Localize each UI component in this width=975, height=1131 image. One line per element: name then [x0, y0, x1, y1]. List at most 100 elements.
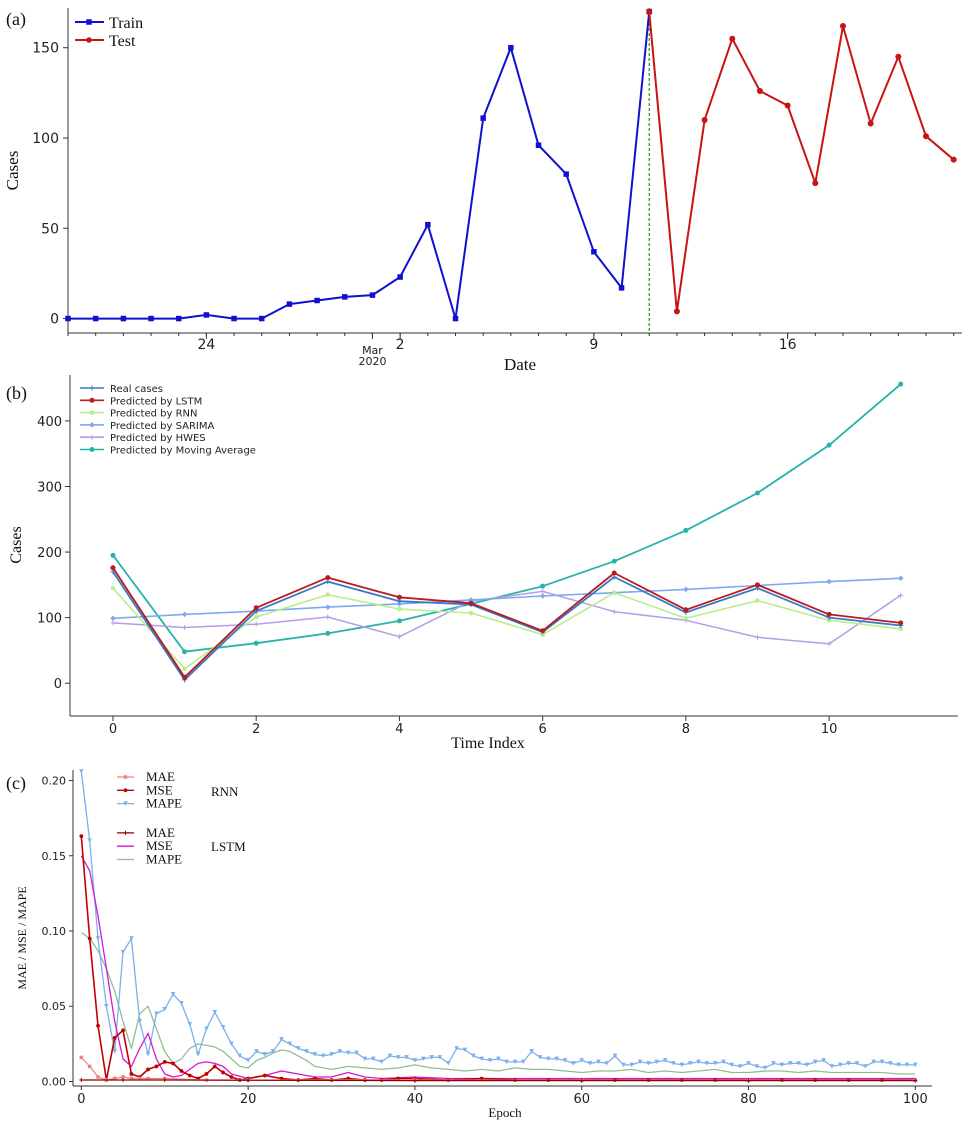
data-point	[546, 1056, 551, 1062]
data-point	[838, 1062, 843, 1068]
data-point	[220, 1025, 226, 1030]
legend-label-train: Train	[109, 15, 143, 32]
data-point	[182, 624, 188, 630]
data-point	[898, 626, 903, 632]
data-point	[112, 1049, 117, 1054]
data-point	[612, 590, 617, 595]
data-point	[320, 1053, 326, 1059]
y-tick-label: 100	[32, 131, 59, 147]
data-point	[96, 1023, 100, 1028]
data-point-test	[923, 133, 930, 140]
data-point-train	[369, 292, 376, 298]
x-tick-label: 9	[589, 337, 598, 353]
data-point	[325, 592, 331, 597]
data-point	[110, 585, 116, 591]
data-point	[604, 1061, 609, 1066]
data-point	[204, 1026, 209, 1032]
data-point	[79, 1077, 84, 1082]
data-point	[696, 1059, 701, 1065]
data-point	[754, 1064, 760, 1069]
data-point	[112, 1076, 117, 1081]
data-point-train	[508, 44, 514, 51]
data-point	[737, 1064, 743, 1069]
data-point-test	[673, 308, 680, 315]
data-point	[104, 1003, 109, 1009]
data-point	[721, 1059, 726, 1065]
data-point	[611, 570, 617, 576]
data-point	[712, 1061, 718, 1066]
series-line-lstm-mape	[80, 931, 916, 1075]
x-tick-label: 0	[77, 1092, 85, 1107]
data-point	[187, 1022, 193, 1027]
x-tick-label: 16	[779, 337, 797, 353]
legend-label: Predicted by HWES	[110, 433, 206, 444]
data-point	[245, 1058, 251, 1063]
data-point	[437, 1055, 443, 1060]
x-tick-label: 8	[682, 722, 690, 737]
data-point-train	[480, 115, 486, 121]
data-point-train	[120, 315, 127, 322]
legend-label: Predicted by SARIMA	[110, 421, 214, 432]
data-point	[846, 1061, 851, 1066]
data-point-train	[231, 315, 237, 322]
data-point	[754, 582, 760, 588]
legend-label: Predicted by RNN	[110, 409, 197, 420]
data-point	[629, 1062, 635, 1068]
series-line-rnn-mse	[80, 836, 916, 1081]
data-point	[253, 614, 259, 620]
data-point	[254, 1049, 259, 1054]
data-point	[796, 1061, 801, 1066]
data-point	[540, 583, 546, 589]
legend-marker	[89, 397, 95, 403]
legend-label: Real cases	[110, 384, 163, 395]
data-point	[237, 1053, 243, 1059]
y-tick-label: 50	[41, 221, 59, 237]
data-point	[812, 1059, 818, 1065]
data-point	[496, 1056, 501, 1062]
data-point	[611, 558, 617, 564]
x-tick-label: 2	[396, 337, 405, 353]
data-point	[540, 632, 545, 637]
data-point	[312, 1052, 318, 1057]
data-point	[162, 1077, 167, 1082]
data-point	[612, 1053, 618, 1059]
data-point	[182, 649, 188, 655]
data-point-train	[452, 315, 459, 322]
legend-label: Predicted by LSTM	[110, 396, 202, 407]
data-point	[396, 634, 402, 640]
data-point	[529, 1049, 534, 1054]
data-point	[826, 641, 832, 647]
data-point	[646, 1061, 651, 1066]
x-axis-label: Epoch	[488, 1105, 522, 1120]
data-point-train	[563, 171, 569, 177]
data-point	[87, 1064, 92, 1069]
data-point	[246, 1078, 251, 1083]
data-point	[229, 1041, 234, 1047]
data-point	[129, 1072, 134, 1076]
data-point	[325, 604, 331, 610]
data-point-train	[92, 315, 99, 322]
data-point	[540, 628, 546, 634]
data-point	[829, 1064, 835, 1069]
data-point	[325, 630, 331, 636]
data-point	[396, 1055, 401, 1060]
data-point	[468, 600, 474, 606]
y-axis-label: MAE / MSE / MAPE	[15, 886, 29, 989]
data-point	[679, 1062, 685, 1068]
data-point	[854, 1061, 860, 1066]
y-tick-label: 100	[37, 612, 62, 627]
series-line-lstm-mae	[81, 1079, 916, 1082]
legend-marker	[89, 422, 95, 428]
data-point	[687, 1061, 693, 1066]
x-tick-label: 24	[197, 337, 215, 353]
legend-marker	[89, 410, 95, 415]
y-tick-label: 300	[37, 480, 62, 495]
x-axis-label: Time Index	[451, 735, 525, 752]
data-point	[187, 1073, 192, 1078]
data-point	[611, 609, 617, 615]
data-point	[462, 1047, 468, 1053]
data-point	[110, 552, 116, 558]
data-point	[253, 640, 259, 646]
series-line-5	[112, 383, 902, 653]
